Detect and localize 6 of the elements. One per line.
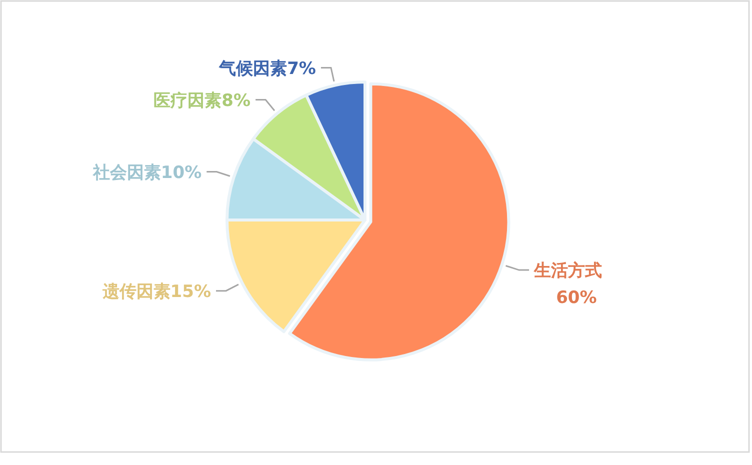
slice-label: 社会因素10% xyxy=(92,162,202,183)
slice-label: 遗传因素15% xyxy=(101,282,212,302)
slice-label: 生活方式 xyxy=(533,261,602,282)
slice-label: 医疗因素8% xyxy=(154,90,251,111)
data-label: 60% xyxy=(556,288,597,308)
slice-label: 气候因素7% xyxy=(218,58,316,79)
